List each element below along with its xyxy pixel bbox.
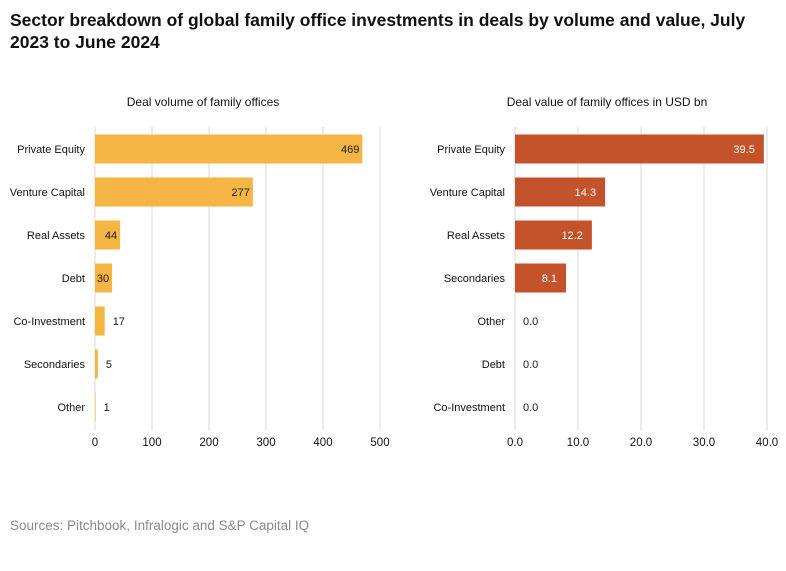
category-label: Secondaries — [444, 273, 506, 285]
bar — [95, 392, 96, 422]
category-label: Real Assets — [27, 230, 86, 242]
bar — [95, 349, 98, 379]
bar — [515, 220, 592, 250]
x-tick-label: 20.0 — [630, 437, 652, 449]
x-tick-label: 500 — [370, 437, 389, 449]
category-label: Debt — [482, 359, 505, 371]
chart-title: Deal volume of family offices — [127, 95, 280, 109]
bar — [95, 220, 121, 250]
x-tick-label: 30.0 — [693, 437, 715, 449]
category-label: Private Equity — [17, 144, 85, 156]
data-label: 17 — [113, 316, 125, 328]
category-label: Venture Capital — [10, 187, 85, 199]
bar — [515, 134, 764, 164]
bar — [95, 263, 113, 293]
data-label: 0.0 — [523, 316, 538, 328]
sources-note: Sources: Pitchbook, Infralogic and S&P C… — [10, 518, 310, 533]
data-label: 0.0 — [523, 402, 538, 414]
data-label: 39.5 — [733, 144, 754, 156]
figure-title: Sector breakdown of global family office… — [10, 10, 746, 52]
bar — [95, 134, 363, 164]
data-label: 44 — [105, 230, 117, 242]
x-tick-label: 200 — [199, 437, 218, 449]
x-tick-label: 400 — [313, 437, 332, 449]
data-label: 277 — [232, 187, 250, 199]
data-label: 469 — [341, 144, 359, 156]
category-label: Real Assets — [447, 230, 506, 242]
x-tick-label: 10.0 — [567, 437, 589, 449]
category-label: Private Equity — [437, 144, 505, 156]
chart-title: Deal value of family offices in USD bn — [507, 95, 708, 109]
data-label: 12.2 — [561, 230, 582, 242]
x-tick-label: 0 — [92, 437, 98, 449]
category-label: Other — [57, 402, 85, 414]
bar — [95, 306, 105, 336]
category-label: Co-Investment — [433, 402, 505, 414]
data-label: 0.0 — [523, 359, 538, 371]
category-label: Co-Investment — [13, 316, 85, 328]
data-label: 14.3 — [575, 187, 596, 199]
x-tick-label: 300 — [256, 437, 275, 449]
bar — [95, 177, 253, 207]
bar — [515, 177, 606, 207]
category-label: Venture Capital — [430, 187, 505, 199]
data-label: 1 — [104, 402, 110, 414]
category-label: Secondaries — [24, 359, 86, 371]
x-tick-label: 100 — [142, 437, 161, 449]
data-label: 5 — [106, 359, 112, 371]
bar — [515, 263, 567, 293]
data-label: 30 — [97, 273, 109, 285]
category-label: Other — [477, 316, 505, 328]
x-tick-label: 0.0 — [507, 437, 523, 449]
data-label: 8.1 — [542, 273, 557, 285]
x-tick-label: 40.0 — [756, 437, 778, 449]
category-label: Debt — [62, 273, 85, 285]
